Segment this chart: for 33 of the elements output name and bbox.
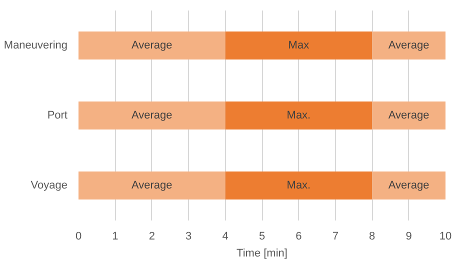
bar [78,32,226,60]
bar [78,102,226,130]
data-label: Average [388,180,430,192]
bar [372,32,446,60]
data-label: Average [132,40,172,52]
data-label: Max [288,40,310,52]
bar [225,172,372,200]
bar [78,172,226,200]
x-tick-label: 8 [369,230,376,242]
y-tick-label: Voyage [30,180,68,192]
data-label: Average [132,110,172,122]
data-label: Average [388,40,430,52]
bar [372,102,446,130]
data-label: Max. [286,180,311,192]
bar [225,102,372,130]
x-tick-label: 10 [439,230,452,242]
y-tick-label: Maneuvering [4,40,68,52]
x-tick-label: 7 [332,230,338,242]
x-tick-label: 1 [112,230,118,242]
x-tick-label: 2 [148,230,155,242]
bar [372,172,446,200]
data-label: Average [132,180,172,192]
data-label: Average [388,110,430,122]
x-tick-label: 0 [75,230,82,242]
x-tick-label: 4 [222,230,228,242]
x-tick-label: 9 [406,230,412,242]
x-tick-label: 6 [296,230,302,242]
y-tick-label: Port [47,110,68,122]
x-tick-label: 5 [258,230,266,242]
x-tick-label: 3 [186,230,192,242]
bar [225,32,372,60]
data-label: Max. [286,110,311,122]
x-axis-title: Time [min] [236,248,288,260]
